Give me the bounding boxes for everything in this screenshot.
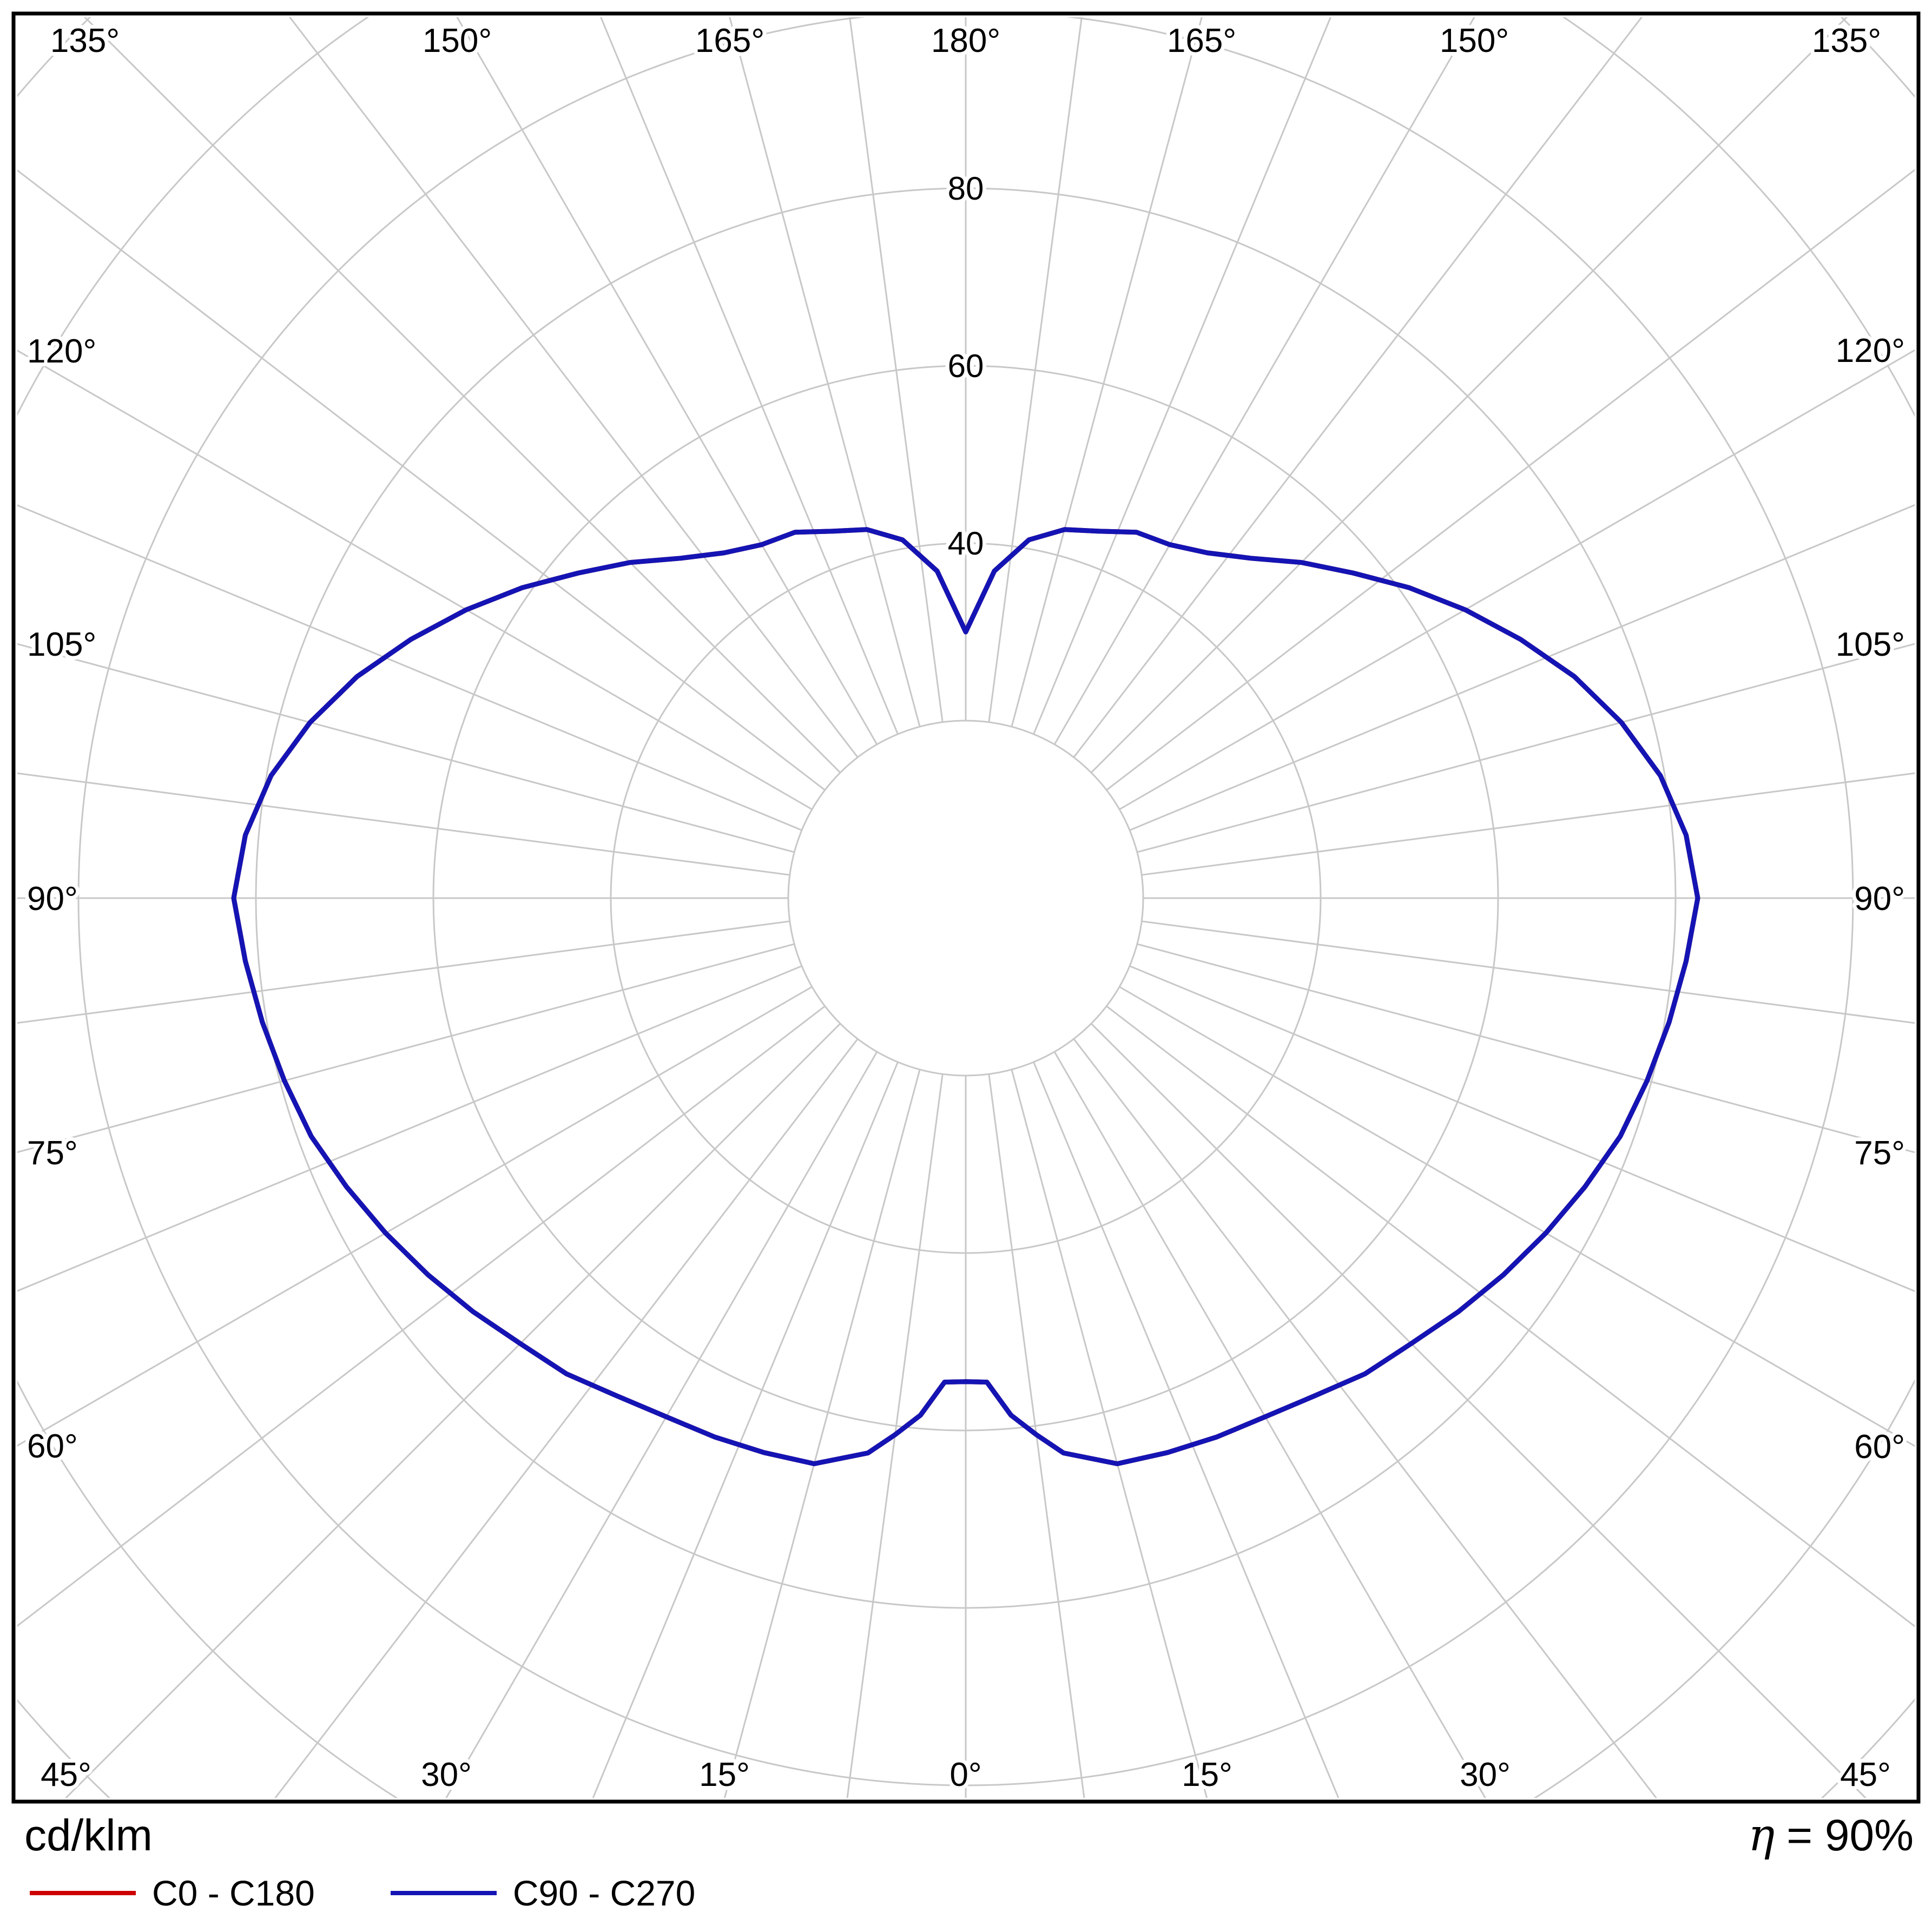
- grid-spoke: [723, 1069, 921, 1798]
- angle-label: 165°: [695, 22, 764, 60]
- angle-label: 60°: [27, 1428, 78, 1465]
- grid-spoke: [1053, 1051, 1486, 1798]
- angle-label: 0°: [949, 1756, 981, 1793]
- grid-spoke: [17, 169, 826, 791]
- angle-label: 15°: [1182, 1756, 1232, 1793]
- grid-spoke: [1033, 1061, 1340, 1798]
- grid-circle: [787, 720, 1144, 1077]
- plot-border: [11, 11, 1921, 1804]
- grid-spoke: [988, 17, 1083, 723]
- grid-spoke: [1141, 920, 1915, 1024]
- grid-spoke: [1011, 17, 1203, 727]
- angle-label: 150°: [423, 22, 492, 60]
- angle-label: 120°: [27, 333, 96, 370]
- grid-spoke: [592, 1061, 899, 1798]
- grid-spoke: [1073, 1038, 1657, 1798]
- angle-label: 120°: [1836, 332, 1905, 370]
- grid-spoke: [17, 504, 802, 831]
- angle-label: 75°: [1854, 1135, 1905, 1172]
- grid-spoke: [288, 17, 859, 758]
- grid-spoke: [445, 1051, 878, 1798]
- polar-grid: [17, 17, 1915, 1798]
- grid-spoke: [729, 17, 921, 727]
- angle-label: 75°: [27, 1135, 78, 1172]
- legend-item-c90-c270: C90 - C270: [390, 1873, 696, 1913]
- grid-spoke: [17, 350, 813, 810]
- radial-tick-label: 40: [948, 525, 984, 562]
- angle-label: 45°: [1840, 1756, 1891, 1793]
- grid-spoke: [1073, 17, 1643, 758]
- grid-spoke: [1119, 349, 1915, 810]
- legend: C0 - C180 C90 - C270: [30, 1875, 695, 1911]
- legend-swatch: [30, 1891, 136, 1895]
- grid-spoke: [1106, 169, 1915, 791]
- grid-spoke: [274, 1038, 859, 1798]
- efficiency-label: η = 90%: [1748, 1814, 1914, 1858]
- grid-spoke: [17, 943, 795, 1153]
- angle-label: 60°: [1854, 1428, 1905, 1466]
- grid-spoke: [1011, 1069, 1208, 1798]
- polar-chart: 40 60 80 0° 15° 15° 30° 30° 45° 45° 60° 60° 75° 75° 90…: [11, 11, 1921, 1804]
- angle-label: 165°: [1167, 22, 1236, 60]
- angle-label: 180°: [931, 22, 1000, 60]
- angle-label: 105°: [1836, 626, 1905, 663]
- grid-spoke: [1137, 943, 1915, 1153]
- grid-spoke: [1090, 1023, 1867, 1798]
- grid-spoke: [1141, 772, 1915, 876]
- grid-spoke: [846, 1073, 944, 1798]
- grid-spoke: [64, 1023, 841, 1798]
- angle-label: 90°: [1854, 880, 1905, 918]
- grid-spoke: [988, 1073, 1085, 1798]
- grid-spoke: [456, 17, 878, 745]
- radial-tick-label: 80: [948, 170, 984, 207]
- angle-label: 30°: [421, 1756, 472, 1793]
- grid-spoke: [1129, 965, 1915, 1293]
- legend-label: C90 - C270: [512, 1873, 696, 1913]
- grid-spoke: [1106, 1005, 1915, 1627]
- angle-label: 135°: [50, 22, 120, 60]
- grid-spoke: [600, 17, 899, 735]
- grid-spoke: [1119, 986, 1915, 1447]
- eta-symbol: η: [1748, 1810, 1775, 1861]
- grid-spoke: [17, 920, 790, 1024]
- grid-spoke: [1090, 17, 1848, 774]
- angle-label: 30°: [1460, 1756, 1511, 1793]
- legend-swatch: [390, 1891, 497, 1895]
- curve-C90-C270: [231, 527, 1700, 1466]
- angle-label: 135°: [1812, 22, 1881, 60]
- grid-spoke: [17, 772, 790, 876]
- legend-label: C0 - C180: [152, 1873, 315, 1913]
- grid-spoke: [849, 17, 944, 723]
- grid-spoke: [17, 1005, 826, 1627]
- angle-label: 90°: [27, 880, 78, 918]
- grid-spoke: [1033, 17, 1331, 735]
- grid-spoke: [1129, 504, 1915, 831]
- grid-spoke: [17, 965, 802, 1292]
- grid-spoke: [17, 986, 813, 1447]
- angle-label: 105°: [27, 626, 96, 663]
- grid-spoke: [83, 17, 841, 774]
- angle-label: 150°: [1440, 22, 1509, 60]
- angle-label: 45°: [41, 1756, 91, 1793]
- grid-spoke: [17, 643, 795, 853]
- grid-spoke: [1053, 17, 1475, 745]
- radial-tick-label: 60: [948, 348, 984, 384]
- efficiency-value: = 90%: [1786, 1811, 1914, 1860]
- grid-spoke: [1137, 643, 1915, 853]
- angle-label: 15°: [699, 1756, 750, 1793]
- legend-item-c0-c180: C0 - C180: [30, 1875, 315, 1911]
- unit-label: cd/klm: [24, 1811, 153, 1860]
